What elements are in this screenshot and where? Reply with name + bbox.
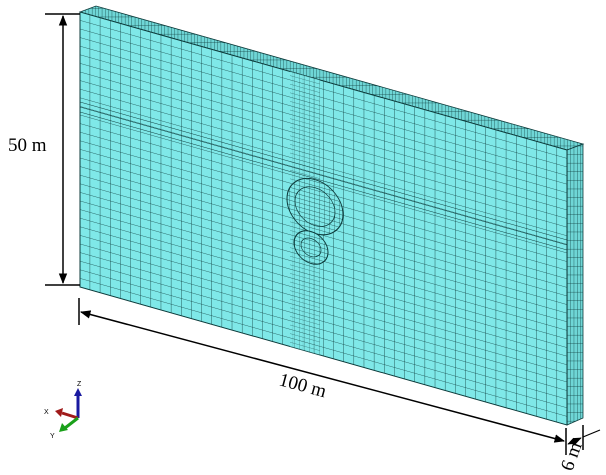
length-label: 100 m bbox=[277, 370, 329, 403]
mesh-figure: 50 m 100 m 6 m Z X Y bbox=[0, 0, 606, 475]
x-label: X bbox=[44, 409, 49, 416]
y-label: Y bbox=[50, 433, 55, 440]
side-face bbox=[567, 144, 583, 425]
z-label: Z bbox=[77, 381, 82, 388]
axis-triad: Z X Y bbox=[44, 381, 82, 440]
dim-line bbox=[583, 430, 600, 437]
height-label: 50 m bbox=[8, 135, 47, 156]
thickness-label: 6 m bbox=[557, 439, 587, 474]
